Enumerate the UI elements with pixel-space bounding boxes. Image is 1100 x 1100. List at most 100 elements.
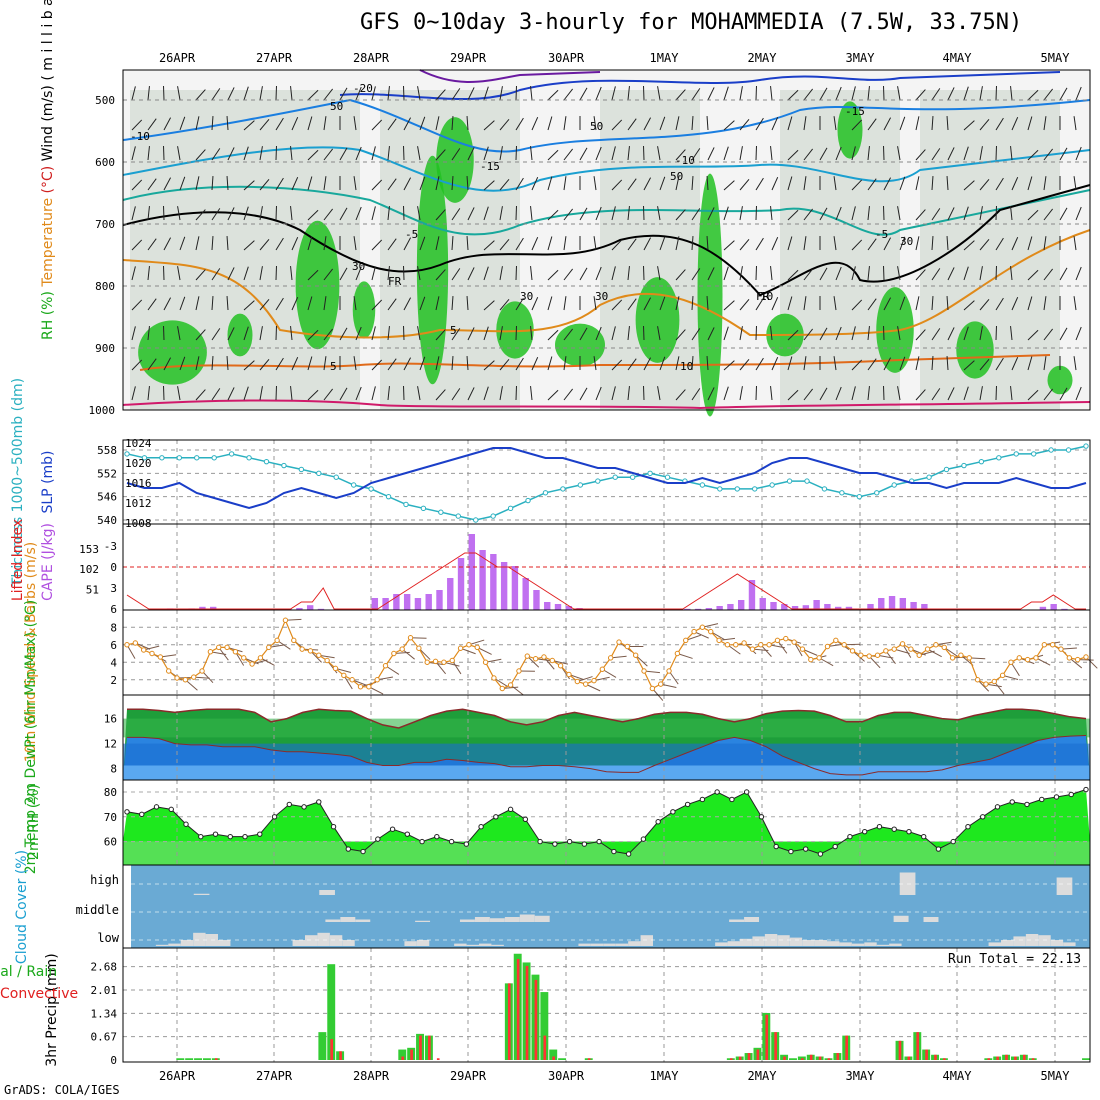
- wind-barb: [1010, 326, 1013, 341]
- wind-barb: [611, 299, 623, 311]
- upper-air-ylabel-part: Temperature: [40, 198, 56, 291]
- wind-barb: [579, 87, 588, 101]
- thickness-line-marker: [1065, 447, 1072, 453]
- wind-speed-line-marker: [591, 677, 597, 684]
- rh-line-marker: [847, 833, 853, 840]
- cape-bar: [457, 558, 465, 610]
- wind-barb: [657, 86, 661, 101]
- wind-barb: [931, 388, 941, 401]
- wind-barb: [803, 208, 814, 221]
- wind-barb: [787, 269, 799, 281]
- wind-barb: [1027, 116, 1033, 131]
- wind-barb: [226, 355, 229, 371]
- wind-barb: [547, 89, 559, 101]
- precip-convective-bar: [898, 1040, 902, 1060]
- cloud-bar-low: [640, 935, 653, 946]
- wind-barb: [659, 296, 666, 311]
- cloud-bg: [131, 865, 1090, 948]
- wind-barb: [499, 386, 503, 401]
- wind-speed-line-marker: [891, 646, 897, 652]
- upper-air-ytick: 800: [95, 280, 115, 293]
- wind-barb: [131, 179, 143, 191]
- contour-label: 50: [670, 170, 683, 183]
- wind-barb: [1073, 236, 1077, 251]
- thickness-line-marker: [560, 486, 566, 492]
- wind-barb: [659, 116, 666, 131]
- thickness-line-marker: [839, 490, 845, 496]
- cape-bar: [479, 550, 486, 610]
- wind-barb: [691, 115, 694, 131]
- wind-barb: [819, 327, 828, 341]
- wind-barb: [1010, 86, 1013, 101]
- wind-barb: [435, 356, 440, 371]
- wind-barb: [706, 175, 709, 191]
- cloud-bar-low: [491, 944, 504, 946]
- wind-barb: [563, 116, 567, 131]
- wind-barb: [179, 296, 186, 311]
- wind-barb: [675, 116, 680, 131]
- wind-barb: [435, 236, 440, 251]
- wind-barb: [723, 120, 735, 131]
- wind-barb: [979, 86, 983, 101]
- cloud-bar-low: [416, 940, 430, 946]
- wind-barb: [835, 266, 842, 281]
- wind-barb: [897, 266, 901, 281]
- wind-barb: [979, 206, 983, 221]
- wind-barb: [867, 146, 870, 161]
- wind-speed-line-marker: [683, 637, 689, 644]
- cape-ylabel: CAPE (J/kg): [40, 523, 56, 601]
- rh-line-marker: [788, 848, 794, 855]
- wind-barb: [243, 386, 249, 401]
- cape-bar: [888, 596, 896, 610]
- wind-speed-line-marker: [799, 646, 806, 652]
- wind-barb: [1059, 207, 1068, 221]
- thickness-line-marker: [542, 490, 549, 496]
- wind-barb: [466, 115, 469, 131]
- wind-barb: [339, 267, 348, 281]
- wind-barb: [1010, 266, 1013, 281]
- wind-barb: [451, 328, 461, 341]
- wind-speed-line-marker: [357, 684, 364, 690]
- rh-line-marker: [773, 843, 779, 850]
- thickness-line-marker: [368, 486, 374, 492]
- wind-barb: [563, 236, 567, 251]
- rh-line-marker: [124, 809, 130, 815]
- wind-barb: [627, 206, 630, 221]
- wind-barb: [595, 86, 602, 101]
- precip-convective-bar: [987, 1058, 991, 1060]
- rh-line-marker: [463, 841, 470, 847]
- wind-barb: [515, 117, 524, 131]
- thickness-line-marker: [612, 474, 618, 480]
- wind-speed-line-marker: [991, 678, 997, 685]
- bottom-date-label: 29APR: [450, 1069, 487, 1083]
- wind-barb: [963, 180, 975, 191]
- thickness-line-marker: [734, 486, 740, 492]
- wind-barb: [147, 386, 150, 401]
- wind-barb: [163, 297, 172, 311]
- wind-barb: [611, 146, 616, 161]
- wind-barb: [915, 149, 926, 161]
- rh-line-marker: [212, 831, 219, 837]
- cloud-bar-low: [1025, 934, 1039, 946]
- rh-line-marker: [286, 801, 292, 808]
- wind-barb: [627, 238, 637, 251]
- cape-bar: [684, 608, 691, 610]
- wind-barb: [1027, 329, 1039, 341]
- rh-tick: 60: [104, 836, 117, 849]
- wind-barb: [371, 359, 383, 371]
- thickness-line-marker: [926, 474, 932, 480]
- cloud-bar-middle: [459, 919, 475, 922]
- wind-barb: [675, 176, 680, 191]
- wind-barb: [177, 386, 181, 401]
- thickness-line-marker: [943, 466, 950, 473]
- precip-legend-total: Total / Rain: [0, 964, 57, 980]
- precip-convective-bar: [827, 1058, 831, 1060]
- rh-line-marker: [448, 838, 455, 845]
- wind-barb: [897, 386, 901, 401]
- cloud-bar-middle: [325, 919, 341, 922]
- wind-speed-line-marker: [816, 655, 822, 661]
- upper-air-ylabel: RH (%) Temperature (°C) Wind (m/s) ( m i…: [40, 0, 56, 340]
- precip-total-bar: [194, 1058, 202, 1060]
- wind-barb: [787, 296, 793, 311]
